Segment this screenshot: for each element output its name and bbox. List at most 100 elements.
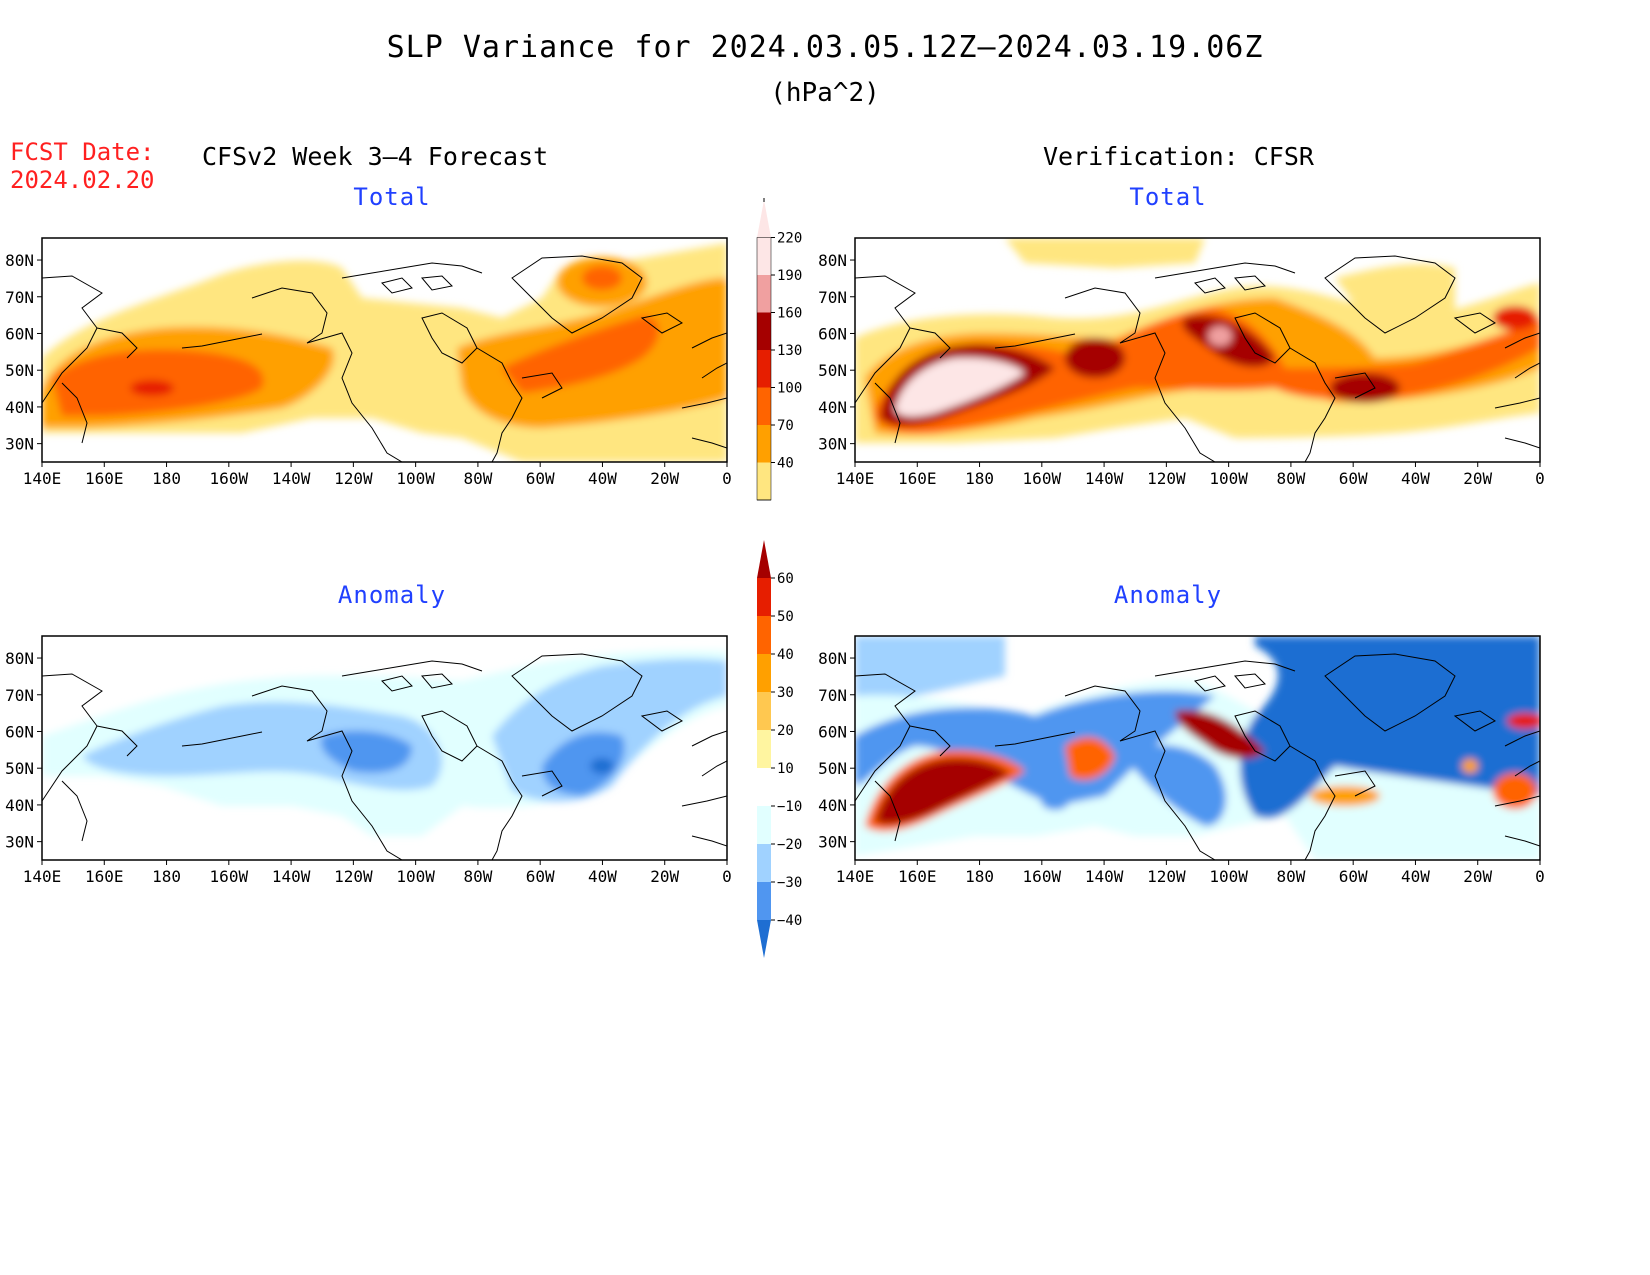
lon-tick-label: 80W	[1276, 469, 1305, 488]
coastline	[640, 312, 683, 334]
coastline	[1289, 745, 1336, 860]
map-frame	[41, 635, 728, 861]
coastline	[855, 275, 916, 404]
shaded-field	[42, 243, 727, 462]
colorbar-label: −40	[777, 913, 802, 929]
coastline	[1194, 675, 1226, 692]
lon-tick-label: 100W	[1209, 867, 1248, 886]
lat-tick-label: 80N	[818, 649, 847, 668]
colorbar-segment	[757, 578, 771, 616]
colorbar-label: 130	[777, 343, 802, 359]
lon-tick-label: 140W	[272, 469, 311, 488]
colorbar-segment	[757, 768, 771, 806]
lon-tick-label: 160W	[210, 469, 249, 488]
coastline	[1334, 372, 1376, 399]
coastline	[1154, 262, 1296, 279]
coastline	[381, 675, 413, 692]
coastline	[1453, 312, 1496, 334]
coastline	[1504, 437, 1540, 449]
lon-tick-label: 60W	[1339, 469, 1368, 488]
lat-tick-label: 50N	[5, 361, 34, 380]
lon-tick-label: 20W	[1463, 469, 1492, 488]
coastline	[691, 835, 727, 847]
coastline	[61, 780, 88, 842]
colorbar-label: 10	[777, 761, 794, 777]
forecast-anomaly-map	[42, 636, 727, 860]
coastline	[1453, 710, 1496, 732]
forecast-anomaly-title: Anomaly	[337, 581, 447, 609]
lat-tick-label: 60N	[818, 324, 847, 343]
lon-tick-label: 60W	[1339, 867, 1368, 886]
forecast-total-map	[42, 238, 727, 462]
colorbar-label: 100	[777, 381, 802, 397]
colorbar-label: 60	[777, 571, 794, 587]
coastline	[511, 653, 643, 732]
lon-tick-label: 180	[965, 469, 994, 488]
coastline	[1504, 835, 1540, 847]
lon-tick-label: 160W	[1023, 867, 1062, 886]
lon-tick-label: 160W	[210, 867, 249, 886]
colorbar-label: 70	[777, 418, 794, 434]
coastline	[691, 332, 727, 349]
verification-total-axes: 80N 70N 60N 50N 40N 30N 140E 160E 180 160W 140W 120…	[818, 237, 1545, 488]
coastline	[476, 347, 523, 462]
colorbar-label: 220	[777, 231, 802, 247]
lon-tick-label: 80W	[1276, 867, 1305, 886]
lon-tick-label: 120W	[334, 469, 373, 488]
lat-tick-label: 60N	[5, 324, 34, 343]
coastline	[994, 333, 1076, 349]
lon-tick-label: 60W	[526, 469, 555, 488]
coastline	[1334, 770, 1376, 797]
coastline	[691, 437, 727, 449]
coastline	[1504, 730, 1540, 747]
lon-tick-label: 140E	[836, 469, 875, 488]
coastline	[181, 731, 263, 747]
coastline	[681, 795, 727, 807]
coastline	[96, 327, 138, 359]
colorbar-label: 30	[777, 685, 794, 701]
coastline	[1494, 795, 1540, 807]
coastline	[421, 312, 478, 364]
verification-anomaly-axes: 80N 70N 60N 50N 40N 30N 140E 160E 180 160W 140W 120…	[818, 635, 1545, 886]
lat-tick-label: 80N	[5, 251, 34, 270]
map-frame	[854, 237, 1541, 463]
verification-total-map	[855, 238, 1540, 462]
colorbar-label: 20	[777, 723, 794, 739]
lat-tick-label: 70N	[5, 686, 34, 705]
lat-tick-label: 70N	[818, 686, 847, 705]
coastline	[691, 730, 727, 747]
lon-tick-label: 20W	[650, 867, 679, 886]
lon-tick-label: 20W	[650, 469, 679, 488]
units-label: (hPa^2)	[770, 78, 880, 108]
coastline	[640, 710, 683, 732]
lon-tick-label: 120W	[1147, 469, 1186, 488]
colorbar-segment	[757, 806, 771, 844]
lat-tick-label: 40N	[818, 398, 847, 417]
lat-tick-label: 50N	[818, 759, 847, 778]
lon-tick-label: 160E	[898, 867, 937, 886]
coastline	[1494, 397, 1540, 409]
coastline	[421, 275, 454, 291]
coastline	[381, 277, 413, 294]
colorbar-label: −10	[777, 799, 802, 815]
colorbar-segment	[757, 692, 771, 730]
coastline	[874, 382, 901, 444]
lon-tick-label: 160E	[85, 469, 124, 488]
lon-tick-label: 80W	[463, 867, 492, 886]
lon-tick-label: 140E	[23, 469, 62, 488]
coastline	[251, 685, 403, 860]
lon-tick-label: 20W	[1463, 867, 1492, 886]
coastline	[1064, 685, 1216, 860]
colorbar-segment	[757, 844, 771, 882]
coastline	[994, 731, 1076, 747]
lon-tick-label: 120W	[1147, 867, 1186, 886]
coastline	[1324, 255, 1456, 334]
verification-total-coastlines	[855, 255, 1540, 462]
lon-tick-label: 140W	[1085, 469, 1124, 488]
lon-tick-label: 140E	[836, 867, 875, 886]
colorbar-segment	[757, 312, 771, 350]
lat-tick-label: 40N	[5, 796, 34, 815]
colorbar-label: −30	[777, 875, 802, 891]
colorbar-label: 40	[777, 647, 794, 663]
